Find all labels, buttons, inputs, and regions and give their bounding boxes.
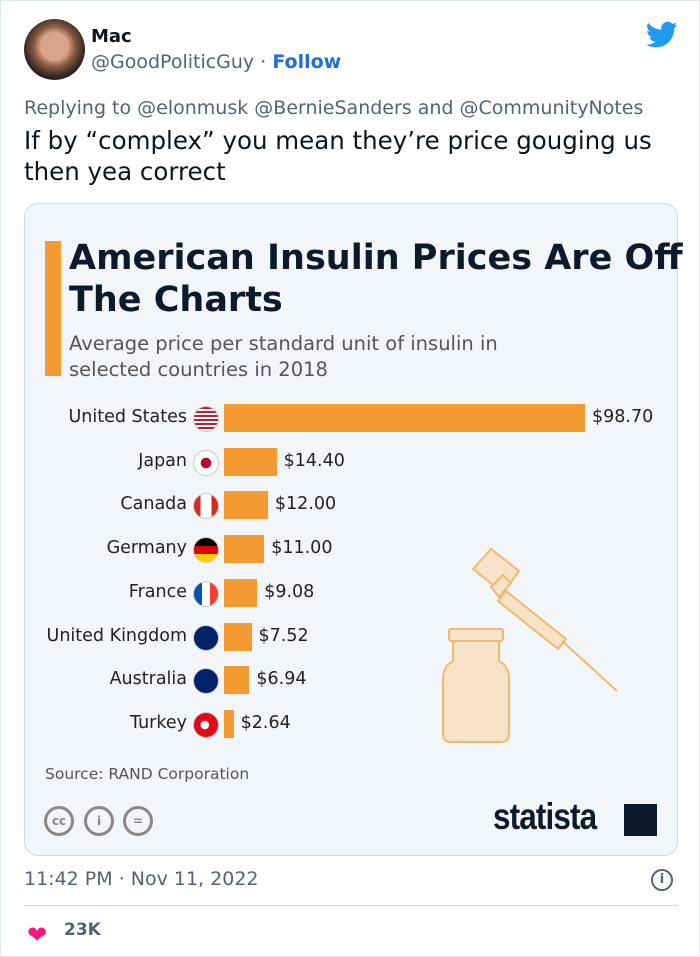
flag-icon — [193, 406, 219, 432]
category-label: Canada — [120, 494, 187, 515]
flag-icon — [193, 711, 219, 738]
chart-row: Japan $14.40 — [1, 447, 700, 477]
chart-title: American Insulin Prices Are Off The Char… — [69, 238, 683, 320]
category-label: France — [128, 581, 187, 602]
statista-logo: statista — [493, 796, 597, 837]
replying-to: Replying to @elonmusk @BernieSanders and… — [24, 97, 644, 119]
bar — [224, 709, 234, 738]
value-label: $11.00 — [271, 538, 333, 559]
bar — [224, 535, 265, 564]
cc-nd-icon: = — [123, 806, 153, 836]
avatar[interactable] — [24, 19, 85, 80]
bar — [224, 491, 268, 520]
value-label: $9.08 — [264, 581, 315, 602]
chart-row: Canada $12.00 — [1, 490, 700, 520]
chart-source: Source: RAND Corporation — [45, 765, 250, 783]
category-label: Germany — [106, 538, 187, 559]
twitter-bird-icon[interactable] — [646, 21, 678, 49]
chart-row: United Kingdom $7.52 — [1, 622, 700, 652]
bar — [224, 578, 258, 607]
divider — [24, 905, 678, 906]
bar — [224, 447, 277, 476]
flag-icon — [193, 449, 219, 476]
chart-row: United States $98.70 — [1, 403, 700, 433]
heart-icon[interactable]: ❤ — [27, 921, 48, 949]
flag-icon — [193, 580, 219, 607]
chart-row: France $9.08 — [1, 578, 700, 608]
flag-icon — [193, 537, 219, 564]
tweet-text: If by “complex” you mean they’re price g… — [24, 126, 652, 186]
bar — [224, 404, 585, 432]
info-icon[interactable]: i — [651, 869, 673, 891]
author-handle[interactable]: @GoodPoliticGuy — [91, 51, 255, 73]
author-name[interactable]: Mac — [91, 26, 132, 47]
category-label: Australia — [109, 669, 187, 690]
bar — [224, 622, 252, 651]
timestamp[interactable]: 11:42 PM · Nov 11, 2022 — [24, 868, 259, 890]
category-label: United Kingdom — [46, 625, 187, 646]
like-count[interactable]: 23K — [64, 920, 101, 940]
chart-row: Australia $6.94 — [1, 665, 700, 695]
flag-icon — [193, 668, 219, 695]
statista-logo-mark — [624, 804, 657, 836]
flag-icon — [193, 624, 219, 651]
separator: · — [260, 51, 267, 73]
follow-button[interactable]: Follow — [272, 51, 342, 73]
author-handle-line: @GoodPoliticGuy · Follow — [91, 51, 341, 73]
value-label: $2.64 — [240, 712, 291, 733]
bar — [224, 666, 250, 695]
flag-icon — [193, 493, 219, 520]
cc-by-icon: i — [84, 806, 114, 836]
title-accent — [45, 241, 61, 376]
value-label: $6.94 — [256, 669, 307, 690]
category-label: United States — [68, 407, 187, 427]
chart-row: Turkey $2.64 — [1, 709, 700, 739]
value-label: $12.00 — [274, 494, 337, 515]
cc-license-icon: cc — [44, 806, 74, 836]
value-label: $7.52 — [258, 625, 309, 646]
value-label: $14.40 — [283, 450, 345, 471]
insulin-illustration — [442, 547, 618, 743]
value-label: $98.70 — [592, 407, 654, 427]
category-label: Turkey — [130, 712, 187, 733]
chart-image[interactable] — [24, 203, 678, 856]
category-label: Japan — [138, 450, 187, 471]
chart-row: Germany $11.00 — [1, 534, 700, 564]
chart-subtitle: Average price per standard unit of insul… — [69, 332, 498, 381]
